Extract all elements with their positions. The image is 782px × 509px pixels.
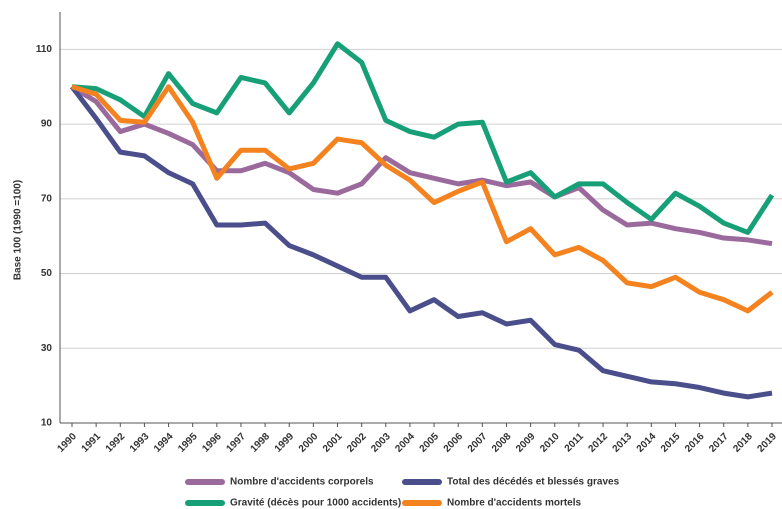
y-tick-label: 50 xyxy=(41,268,53,279)
series-line xyxy=(70,84,773,247)
series-line xyxy=(70,85,773,400)
x-tick-label: 2015 xyxy=(659,431,683,455)
x-tick-label: 2019 xyxy=(755,431,779,455)
x-tick-label: 2013 xyxy=(611,431,635,455)
x-tick-label: 2017 xyxy=(707,431,731,455)
x-tick-label: 1997 xyxy=(224,431,248,455)
x-tick-label: 1995 xyxy=(176,431,200,455)
x-tick-label: 1998 xyxy=(249,431,273,455)
y-tick-label: 70 xyxy=(41,193,53,204)
y-tick-label: 10 xyxy=(41,418,53,429)
x-tick-label: 2018 xyxy=(731,431,755,455)
series-line xyxy=(71,84,774,314)
x-tick-label: 2010 xyxy=(538,431,562,455)
legend-label: Total des décédés et blessés graves xyxy=(447,477,620,488)
x-tick-label: 2009 xyxy=(514,431,538,455)
x-tick-label: 2014 xyxy=(635,431,659,455)
y-tick-label: 30 xyxy=(41,343,53,354)
x-tick-label: 1999 xyxy=(273,431,297,455)
x-tick-label: 1993 xyxy=(128,431,152,455)
x-tick-label: 1994 xyxy=(152,431,176,455)
y-axis-title: Base 100 (1990 =100) xyxy=(13,180,24,280)
x-tick-label: 1996 xyxy=(200,431,224,455)
series-line xyxy=(71,41,775,235)
x-tick-label: 2012 xyxy=(587,431,611,455)
x-tick-label: 1991 xyxy=(80,431,104,455)
x-tick-label: 1990 xyxy=(55,431,79,455)
x-tick-label: 2002 xyxy=(345,431,369,455)
y-tick-label: 110 xyxy=(36,44,53,55)
x-tick-label: 2008 xyxy=(490,431,514,455)
x-tick-label: 2007 xyxy=(466,431,490,455)
x-tick-label: 2005 xyxy=(418,431,442,455)
x-tick-label: 2001 xyxy=(321,431,345,455)
x-tick-label: 2011 xyxy=(563,431,586,454)
x-tick-label: 1992 xyxy=(104,431,128,455)
x-tick-label: 2000 xyxy=(297,431,321,455)
legend-label: Nombre d'accidents corporels xyxy=(230,477,374,488)
x-tick-label: 2004 xyxy=(393,431,417,455)
legend-label: Nombre d'accidents mortels xyxy=(447,498,582,509)
legend-label: Gravité (décès pour 1000 accidents) xyxy=(230,498,401,509)
y-tick-label: 90 xyxy=(41,119,53,130)
x-tick-label: 2016 xyxy=(683,431,707,455)
x-tick-label: 2003 xyxy=(369,431,393,455)
x-tick-label: 2006 xyxy=(442,431,466,455)
